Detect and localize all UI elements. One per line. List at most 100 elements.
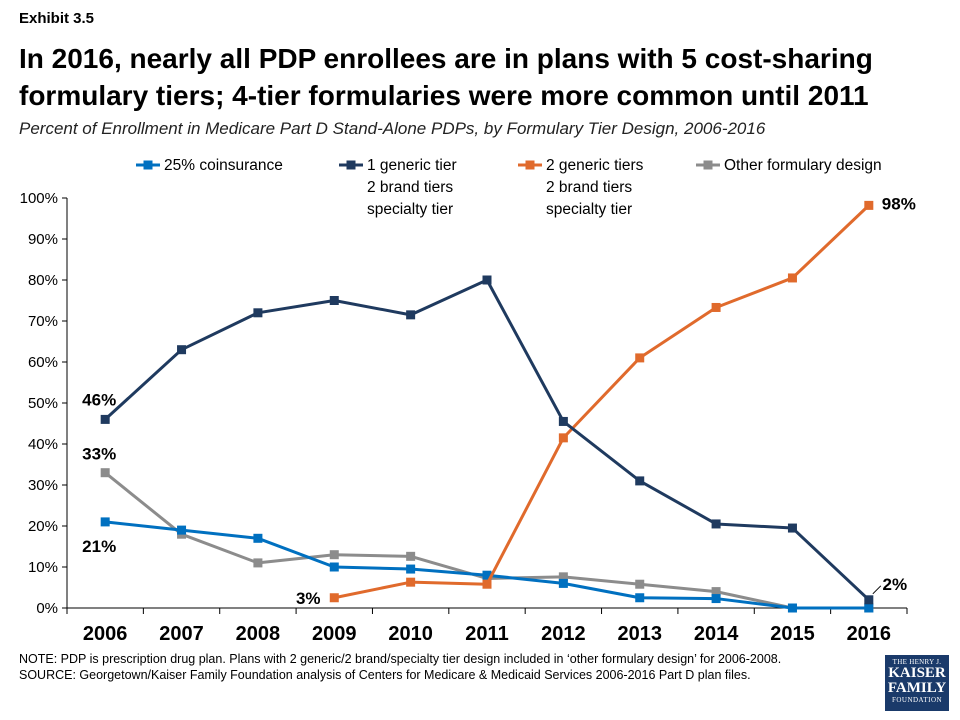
data-point [482,570,492,580]
chart-legend: 25% coinsurance 1 generic tier 2 brand tie… [136,157,882,218]
x-tick-label: 2012 [541,623,586,645]
data-label: 33% [82,445,116,464]
x-tick-label: 2014 [694,623,739,645]
x-tick-label: 2006 [83,623,128,645]
data-point [711,302,721,312]
x-tick-label: 2009 [312,623,357,645]
chart-subtitle: Percent of Enrollment in Medicare Part D… [19,119,766,138]
data-point [864,603,874,613]
legend-label: 1 generic tier [367,157,457,174]
data-point [635,579,645,589]
series-line-two_generic [333,204,870,600]
annotations: 46% 33% 21% 3% 98% 2% [82,194,916,607]
label-leader-line [872,585,882,595]
series-coinsurance [100,517,874,613]
series-two_generic [329,200,874,603]
data-label: 46% [82,390,116,409]
y-tick-label: 70% [28,313,58,330]
data-point [100,414,110,424]
data-point [635,476,645,486]
data-point [329,593,339,603]
x-tick-label: 2015 [770,623,815,645]
x-tick-label: 2007 [159,623,204,645]
legend-swatch-marker [703,160,713,170]
logo-line-2: KAISER [888,665,946,681]
legend-label: 2 brand tiers [546,179,632,196]
exhibit-label: Exhibit 3.5 [19,10,95,27]
y-tick-label: 10% [28,559,58,576]
data-point [558,572,568,582]
data-point [787,523,797,533]
data-point [253,558,263,568]
x-tick-label: 2011 [465,623,508,645]
data-point [253,308,263,318]
x-tick-label: 2016 [847,623,892,645]
data-point [558,416,568,426]
data-point [864,200,874,210]
legend-item-one_generic: 1 generic tier 2 brand tiers specialty tie… [339,157,457,218]
y-tick-label: 40% [28,436,58,453]
data-label: 2% [883,575,908,594]
data-point [864,595,874,605]
x-tick-label: 2010 [388,623,433,645]
series-group [100,200,874,613]
logo-line-4: FOUNDATION [891,696,943,704]
x-tick-label: 2008 [236,623,281,645]
data-point [406,564,416,574]
footnotes: NOTE: PDP is prescription drug plan. Pla… [19,651,849,683]
logo-line-3: FAMILY [887,680,947,696]
series-other [100,468,874,613]
kff-logo: THE HENRY J. KAISER FAMILY FOUNDATION [885,655,949,711]
data-point [711,594,721,604]
legend-label: specialty tier [546,201,632,218]
data-point [711,519,721,529]
legend-label: Other formulary design [724,157,882,174]
data-point [787,603,797,613]
data-point [406,551,416,561]
data-point [558,433,568,443]
data-point [635,593,645,603]
note-text: NOTE: PDP is prescription drug plan. Pla… [19,652,782,666]
x-axis: 2006 2007 2008 2009 2010 2011 2012 2013 2014 2015… [66,607,908,645]
data-point [406,577,416,587]
legend-swatch-marker [525,160,535,170]
y-tick-label: 90% [28,231,58,248]
data-point [711,587,721,597]
y-tick-label: 30% [28,477,58,494]
data-point [635,353,645,363]
data-point [177,345,187,355]
legend-label: specialty tier [367,201,453,218]
legend-item-other: Other formulary design [696,157,882,174]
legend-swatch-marker [143,160,153,170]
legend-item-coinsurance: 25% coinsurance [136,157,283,174]
y-axis: 0% 10% 20% 30% 40% 50% 60% 70% 80% 90% 100% [20,190,68,617]
data-point [100,517,110,527]
data-point [558,578,568,588]
data-label: 21% [82,537,116,556]
source-text: SOURCE: Georgetown/Kaiser Family Foundat… [19,668,751,682]
y-tick-label: 60% [28,354,58,371]
series-line-one_generic [104,278,870,601]
data-point [406,310,416,320]
data-point [329,296,339,305]
x-tick-label: 2013 [617,623,662,645]
data-point [329,550,339,560]
legend-label: 25% coinsurance [164,157,283,174]
data-point [787,273,797,283]
legend-item-two_generic: 2 generic tiers 2 brand tiers specialty ti… [518,157,644,218]
y-tick-label: 20% [28,518,58,535]
y-tick-label: 100% [20,190,58,207]
data-point [253,533,263,543]
y-tick-label: 80% [28,272,58,289]
data-point [100,468,110,478]
data-point [482,275,492,285]
legend-swatch-marker [346,160,356,170]
data-point [482,579,492,589]
y-tick-label: 50% [28,395,58,412]
legend-label: 2 generic tiers [546,157,644,174]
data-label: 3% [296,589,321,608]
data-point [329,562,339,572]
series-line-coinsurance [105,520,869,610]
series-one_generic [100,275,874,605]
